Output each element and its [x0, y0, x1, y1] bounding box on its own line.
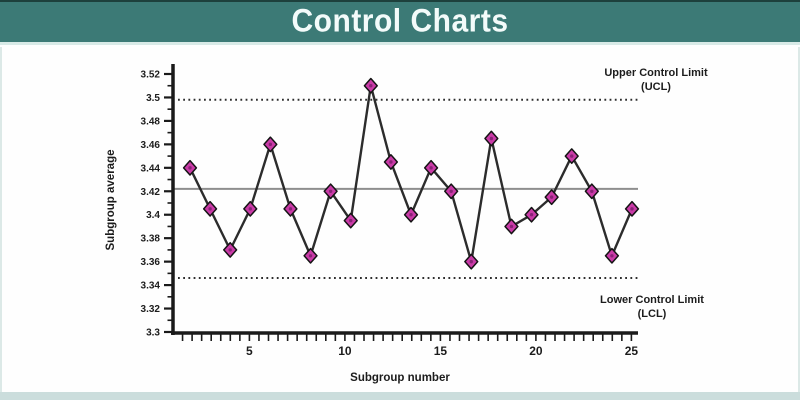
x-tick-label: 5: [246, 344, 253, 358]
data-point-core: [349, 218, 353, 223]
data-point-core: [308, 254, 313, 258]
data-point-core: [469, 259, 473, 264]
y-tick-label: 3.42: [141, 187, 161, 198]
y-tick-label: 3.52: [141, 70, 161, 81]
data-point-core: [610, 254, 614, 258]
y-tick-label: 3.32: [141, 304, 161, 315]
bottom-border-strip: [0, 392, 800, 400]
data-point-core: [590, 189, 594, 193]
chart-panel: 3.3 3.32 3.34 3.36 3.38 3.4 3.42 3.44 3.46 3.48 3.…: [0, 47, 800, 400]
y-tick-label: 3.34: [141, 281, 161, 292]
x-axis-title: Subgroup number: [350, 372, 450, 384]
y-axis-title: Subgroup average: [105, 150, 117, 251]
lcl-label-line1: Lower Control Limit: [600, 294, 704, 306]
y-tick-label: 3.46: [141, 140, 161, 151]
page-title: Control Charts: [291, 3, 509, 40]
data-point-core: [509, 224, 514, 229]
data-point-core: [208, 207, 212, 211]
data-point-core: [328, 189, 333, 193]
data-point-core: [288, 207, 293, 211]
series-line: [188, 84, 634, 263]
y-tick-label: 3.3: [146, 327, 160, 338]
data-point-core: [369, 84, 373, 88]
data-point-core: [449, 189, 453, 193]
chart-plot-area: 3.3 3.32 3.34 3.36 3.38 3.4 3.42 3.44 3.46 3.48 3.…: [141, 64, 640, 358]
lcl-label-line2: (LCL): [638, 308, 667, 320]
data-point-core: [268, 142, 273, 147]
data-point-core: [549, 195, 554, 199]
data-point-core: [228, 248, 232, 252]
data-point-core: [389, 160, 393, 164]
y-tick-label: 3.5: [146, 93, 160, 104]
ucl-label-line2: (UCL): [641, 81, 671, 93]
control-chart: 3.3 3.32 3.34 3.36 3.38 3.4 3.42 3.44 3.46 3.48 3.…: [105, 64, 708, 384]
y-tick-label: 3.36: [141, 257, 161, 268]
y-tick-label: 3.38: [141, 234, 161, 245]
data-point-core: [409, 213, 413, 217]
x-tick-label: 20: [529, 344, 543, 358]
y-tick-label: 3.44: [141, 163, 161, 174]
data-point-core: [630, 207, 634, 211]
y-tick-label: 3.48: [141, 116, 161, 127]
x-tick-label: 25: [625, 344, 639, 358]
data-point-core: [570, 154, 574, 158]
x-tick-label: 15: [434, 344, 448, 358]
ucl-label-line1: Upper Control Limit: [604, 67, 708, 79]
x-tick-label: 10: [338, 344, 352, 358]
data-point-core: [529, 213, 534, 217]
data-point-core: [489, 136, 494, 141]
header-banner: Control Charts: [0, 0, 800, 45]
data-point-core: [248, 207, 252, 211]
y-tick-label: 3.4: [146, 210, 160, 221]
data-point-core: [429, 166, 433, 170]
data-point-core: [188, 166, 192, 170]
